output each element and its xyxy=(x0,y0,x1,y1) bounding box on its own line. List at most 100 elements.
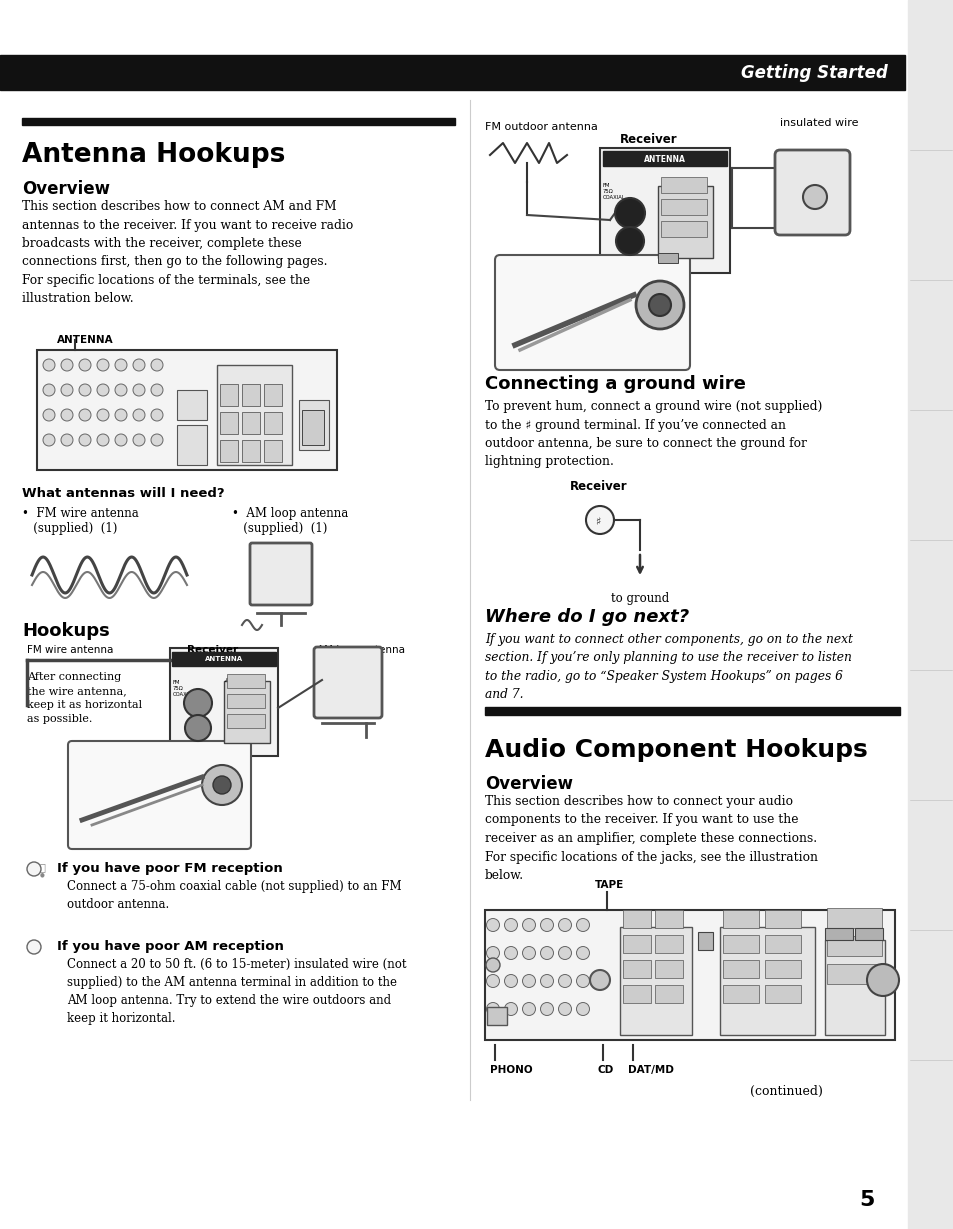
Circle shape xyxy=(79,409,91,422)
Bar xyxy=(242,412,260,434)
Circle shape xyxy=(115,409,127,422)
Circle shape xyxy=(576,946,589,960)
Text: •  FM wire antenna: • FM wire antenna xyxy=(22,508,138,520)
Text: Audio Component Hookups: Audio Component Hookups xyxy=(484,737,867,762)
Text: Receiver: Receiver xyxy=(569,481,627,493)
Text: Hookups: Hookups xyxy=(22,622,110,640)
Circle shape xyxy=(115,383,127,396)
Circle shape xyxy=(79,383,91,396)
Text: FM
75Ω
COAXIAL: FM 75Ω COAXIAL xyxy=(602,183,625,199)
FancyBboxPatch shape xyxy=(250,543,312,605)
Text: Antenna Hookups: Antenna Hookups xyxy=(22,143,285,168)
Circle shape xyxy=(27,940,41,954)
Circle shape xyxy=(576,918,589,932)
Circle shape xyxy=(151,359,163,371)
Circle shape xyxy=(61,383,73,396)
Text: DAT/MD: DAT/MD xyxy=(627,1066,673,1075)
Circle shape xyxy=(132,359,145,371)
Bar xyxy=(764,984,801,1003)
Circle shape xyxy=(540,946,553,960)
Bar xyxy=(264,440,282,462)
Circle shape xyxy=(504,975,517,987)
Text: 5: 5 xyxy=(859,1190,874,1211)
Circle shape xyxy=(866,964,898,995)
Circle shape xyxy=(43,434,55,446)
Text: Receiver: Receiver xyxy=(187,645,238,655)
Bar xyxy=(224,681,270,744)
Circle shape xyxy=(504,918,517,932)
Circle shape xyxy=(151,409,163,422)
Bar xyxy=(764,909,801,928)
Bar xyxy=(220,440,237,462)
Circle shape xyxy=(522,975,535,987)
Circle shape xyxy=(485,957,499,972)
Circle shape xyxy=(558,975,571,987)
Bar xyxy=(826,908,882,928)
Bar xyxy=(22,118,455,125)
Bar xyxy=(722,935,759,952)
Bar xyxy=(220,412,237,434)
Circle shape xyxy=(97,359,109,371)
Circle shape xyxy=(802,186,826,209)
Circle shape xyxy=(97,409,109,422)
Circle shape xyxy=(61,434,73,446)
Circle shape xyxy=(540,975,553,987)
Bar xyxy=(264,412,282,434)
Bar xyxy=(227,714,265,728)
Bar xyxy=(764,960,801,978)
Text: Receiver: Receiver xyxy=(619,133,677,146)
Text: (supplied)  (1): (supplied) (1) xyxy=(232,522,327,535)
Bar xyxy=(0,55,904,90)
Text: After connecting
the wire antenna,
keep it as horizontal
as possible.: After connecting the wire antenna, keep … xyxy=(27,672,142,724)
Bar xyxy=(655,909,682,928)
Bar xyxy=(220,383,237,406)
Text: ●: ● xyxy=(40,873,45,878)
Circle shape xyxy=(558,1003,571,1015)
Text: FM wire antenna: FM wire antenna xyxy=(27,645,113,655)
Circle shape xyxy=(151,383,163,396)
Bar xyxy=(655,984,682,1003)
Circle shape xyxy=(132,434,145,446)
Text: (continued): (continued) xyxy=(749,1085,822,1097)
Circle shape xyxy=(79,434,91,446)
Text: •  AM loop antenna: • AM loop antenna xyxy=(232,508,348,520)
Bar xyxy=(722,960,759,978)
Bar xyxy=(177,425,207,465)
Bar xyxy=(602,151,726,166)
Bar xyxy=(907,0,953,1229)
Circle shape xyxy=(558,946,571,960)
Bar xyxy=(660,199,706,215)
Bar xyxy=(722,909,759,928)
Circle shape xyxy=(132,383,145,396)
Text: Connecting a ground wire: Connecting a ground wire xyxy=(484,375,745,393)
Circle shape xyxy=(115,359,127,371)
Circle shape xyxy=(486,946,499,960)
Bar xyxy=(170,648,277,756)
Text: If you have poor FM reception: If you have poor FM reception xyxy=(57,862,282,875)
Bar xyxy=(622,935,650,952)
Circle shape xyxy=(97,434,109,446)
Text: PHONO: PHONO xyxy=(490,1066,532,1075)
Circle shape xyxy=(61,359,73,371)
Circle shape xyxy=(184,689,212,717)
Bar xyxy=(177,390,207,420)
Circle shape xyxy=(486,1003,499,1015)
Bar xyxy=(242,383,260,406)
Bar xyxy=(486,1007,506,1025)
Text: This section describes how to connect your audio
components to the receiver. If : This section describes how to connect yo… xyxy=(484,795,817,882)
Text: Connect a 20 to 50 ft. (6 to 15-meter) insulated wire (not
supplied) to the AM a: Connect a 20 to 50 ft. (6 to 15-meter) i… xyxy=(67,957,406,1025)
Text: ⭐: ⭐ xyxy=(40,862,46,873)
Bar xyxy=(720,927,814,1035)
Circle shape xyxy=(43,359,55,371)
FancyBboxPatch shape xyxy=(68,741,251,849)
Circle shape xyxy=(132,409,145,422)
Text: If you want to connect other components, go on to the next
section. If you’re on: If you want to connect other components,… xyxy=(484,633,852,702)
Circle shape xyxy=(636,281,683,329)
Bar xyxy=(655,935,682,952)
Text: Overview: Overview xyxy=(22,179,110,198)
Bar xyxy=(826,936,882,956)
Text: AM loop antenna: AM loop antenna xyxy=(316,645,405,655)
Bar xyxy=(484,707,899,715)
Circle shape xyxy=(615,198,644,229)
Text: Connect a 75-ohm coaxial cable (not supplied) to an FM
outdoor antenna.: Connect a 75-ohm coaxial cable (not supp… xyxy=(67,880,401,911)
